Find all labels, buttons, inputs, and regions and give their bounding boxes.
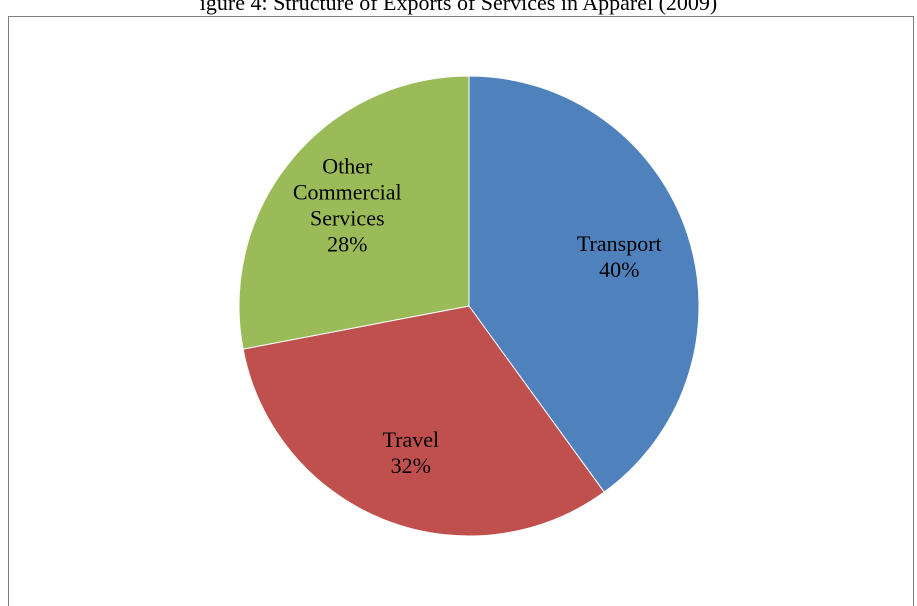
slice-percent-label: 40% <box>599 257 639 282</box>
slice-label-0: Transport 40% <box>577 231 662 282</box>
slice-percent-label: 28% <box>327 231 367 256</box>
slice-category-label: Travel <box>383 427 440 452</box>
slice-percent-label: 32% <box>391 453 431 478</box>
slice-label-1: Travel 32% <box>383 427 440 478</box>
slice-category-label: Other <box>322 153 373 178</box>
slice-category-label: Commercial <box>293 179 402 204</box>
pie-slice-1 <box>242 305 605 537</box>
chart-frame <box>8 16 914 606</box>
pie-slice-2 <box>238 75 470 350</box>
slice-category-label: Services <box>310 205 385 230</box>
slice-category-label: Transport <box>577 231 662 256</box>
figure-caption: igure 4: Structure of Exports of Service… <box>199 0 718 15</box>
slice-label-2: Other Commercial Services 28% <box>293 153 402 256</box>
pie-slice-0 <box>468 75 700 493</box>
